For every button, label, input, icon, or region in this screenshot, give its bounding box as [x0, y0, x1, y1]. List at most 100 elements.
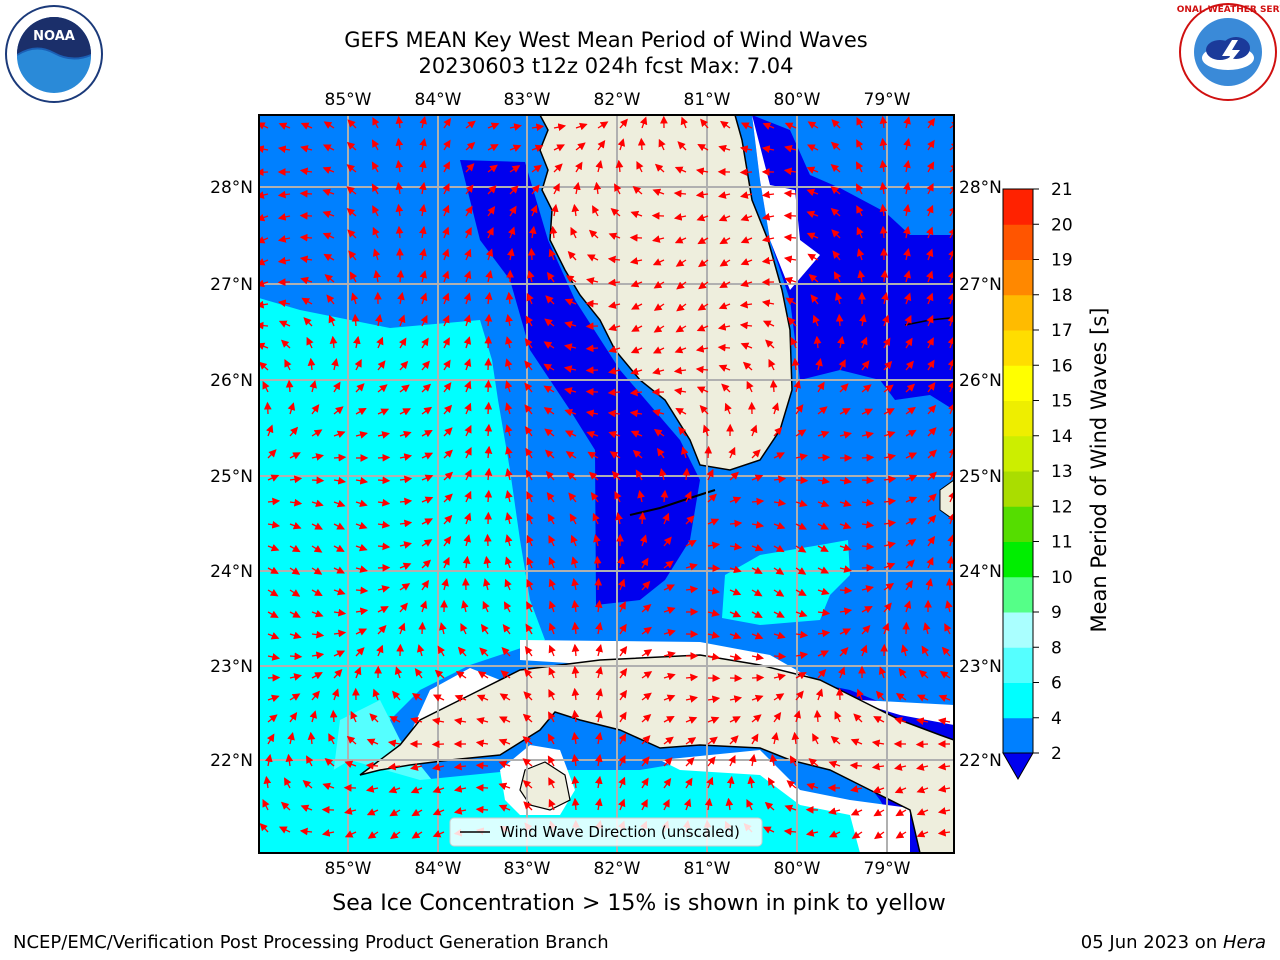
- wind-wave-arrow: [505, 336, 513, 349]
- wind-wave-arrow: [376, 336, 384, 349]
- wind-wave-arrow: [729, 735, 739, 745]
- wind-wave-arrow: [421, 579, 430, 591]
- wind-wave-arrow: [311, 404, 320, 415]
- map-plot-area[interactable]: Wind Wave Direction (unscaled): [257, 115, 959, 853]
- wind-wave-arrow: [739, 168, 753, 177]
- lon-labels: 85°W 84°W 83°W 82°W 81°W 80°W 79°W 85°W …: [325, 90, 911, 879]
- colorbar-label: Mean Period of Wind Waves [s]: [1087, 308, 1111, 633]
- wind-wave-arrow: [695, 167, 709, 176]
- wind-wave-arrow: [881, 314, 890, 327]
- wind-wave-arrow: [372, 205, 380, 217]
- wind-wave-arrow: [420, 314, 428, 327]
- wind-wave-arrow: [548, 600, 557, 613]
- wind-wave-arrow: [463, 270, 472, 283]
- colorbar-tick-label: 10: [1051, 568, 1073, 588]
- wind-wave-arrow: [630, 210, 643, 219]
- wind-wave-arrow: [526, 491, 534, 503]
- colorbar-tick-label: 17: [1051, 321, 1073, 341]
- wind-wave-arrow: [377, 360, 386, 371]
- wind-wave-arrow: [927, 471, 937, 481]
- wind-wave-arrow: [903, 248, 911, 261]
- colorbar-segment: [1003, 647, 1033, 683]
- wind-wave-arrow: [395, 203, 404, 217]
- wind-wave-arrow: [504, 424, 513, 437]
- wind-wave-arrow: [937, 717, 951, 726]
- wind-wave-arrow: [773, 452, 785, 460]
- wind-wave-arrow: [618, 776, 626, 789]
- wind-wave-arrow: [751, 610, 763, 618]
- wind-wave-arrow: [830, 141, 841, 151]
- wind-wave-arrow: [773, 610, 785, 618]
- wind-wave-arrow: [685, 585, 699, 594]
- wind-wave-arrow: [289, 426, 299, 437]
- wind-wave-arrow: [280, 339, 291, 349]
- wind-wave-arrow: [883, 453, 897, 461]
- wind-wave-arrow: [740, 191, 753, 199]
- wind-wave-arrow: [903, 181, 911, 195]
- wind-wave-arrow: [259, 822, 269, 833]
- wind-wave-arrow: [773, 693, 785, 701]
- wind-wave-arrow: [483, 555, 492, 569]
- colorbar-segment: [1003, 435, 1033, 472]
- wind-wave-arrow: [828, 830, 841, 838]
- wind-wave-arrow: [795, 404, 804, 415]
- wind-wave-arrow: [442, 204, 450, 217]
- wind-wave-arrow: [726, 775, 735, 789]
- wind-wave-arrow: [684, 490, 692, 503]
- wind-wave-arrow: [903, 225, 911, 239]
- wind-wave-arrow: [259, 300, 269, 309]
- wind-wave-arrow: [937, 762, 951, 771]
- wind-wave-arrow: [395, 115, 404, 129]
- wind-wave-arrow: [419, 159, 427, 173]
- wind-wave-arrow: [526, 512, 534, 525]
- wind-wave-arrow: [289, 693, 301, 701]
- wind-wave-arrow: [461, 577, 470, 591]
- wind-wave-arrow: [277, 145, 291, 154]
- wind-wave-arrow: [289, 498, 303, 507]
- wind-wave-arrow: [916, 808, 929, 816]
- wind-wave-arrow: [323, 121, 335, 129]
- wind-wave-arrow: [653, 281, 665, 289]
- wind-wave-arrow: [685, 737, 697, 745]
- wind-wave-arrow: [443, 449, 453, 459]
- wind-wave-arrow: [905, 559, 915, 569]
- wind-wave-arrow: [311, 609, 324, 618]
- wind-wave-arrow: [505, 291, 514, 305]
- wind-wave-arrow: [595, 731, 603, 745]
- wind-wave-arrow: [371, 183, 380, 195]
- wind-wave-arrow: [487, 206, 496, 217]
- wind-wave-arrow: [277, 190, 291, 199]
- wind-wave-arrow: [918, 669, 929, 679]
- wind-wave-arrow: [597, 121, 609, 129]
- wind-wave-arrow: [263, 401, 272, 415]
- wind-wave-arrow: [729, 496, 742, 504]
- wind-wave-arrow: [526, 601, 534, 613]
- wind-wave-arrow: [937, 828, 951, 837]
- wind-wave-arrow: [632, 186, 643, 195]
- wind-wave-arrow: [416, 644, 425, 657]
- wind-wave-arrow: [259, 168, 269, 177]
- wind-wave-arrow: [769, 753, 778, 767]
- wind-wave-arrow: [663, 736, 674, 745]
- wind-wave-arrow: [719, 280, 731, 289]
- wind-wave-arrow: [837, 666, 846, 679]
- wind-wave-arrow: [641, 580, 651, 591]
- wind-wave-arrow: [608, 323, 621, 332]
- wind-wave-arrow: [773, 567, 785, 575]
- wind-wave-arrow: [948, 227, 954, 239]
- wind-wave-arrow: [751, 544, 764, 552]
- wind-wave-arrow: [750, 424, 758, 437]
- wind-wave-arrow: [410, 786, 423, 794]
- wind-wave-arrow: [527, 247, 536, 261]
- wind-wave-arrow: [570, 534, 578, 547]
- wind-wave-arrow: [322, 166, 335, 174]
- wind-wave-arrow: [873, 716, 885, 724]
- wind-wave-arrow: [839, 647, 849, 657]
- wind-wave-arrow: [879, 159, 888, 173]
- wave-period-below-2-region-atlantic: [752, 115, 954, 410]
- colorbar-segment: [1003, 294, 1033, 331]
- wind-wave-arrow: [475, 783, 489, 792]
- wind-wave-arrow: [673, 366, 687, 375]
- wind-wave-arrow: [608, 301, 621, 309]
- wind-wave-arrow: [680, 116, 689, 129]
